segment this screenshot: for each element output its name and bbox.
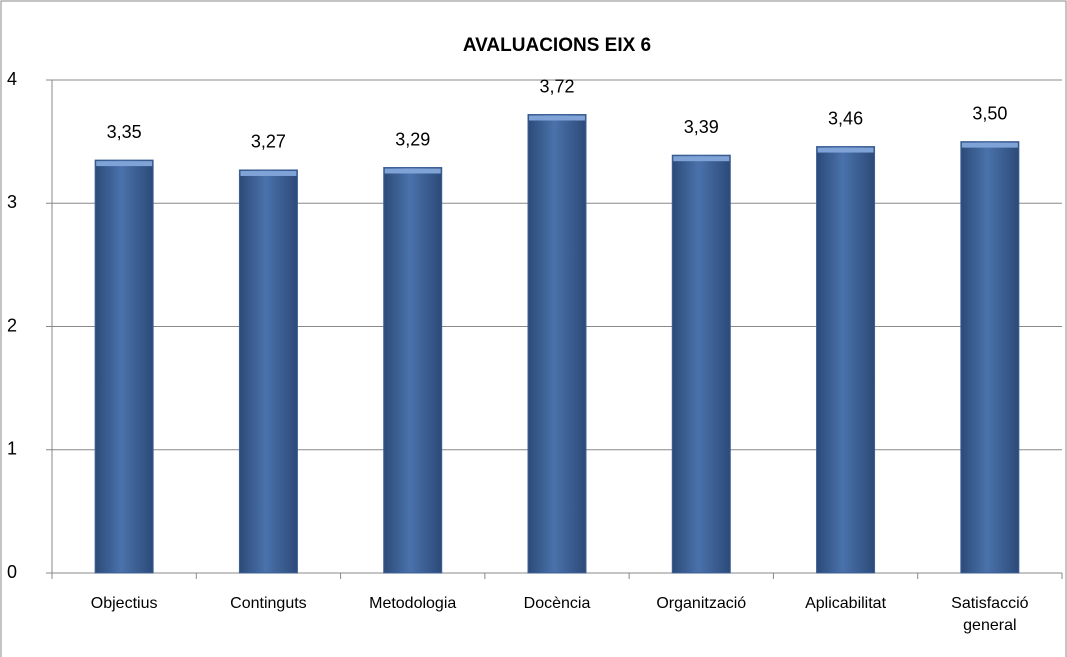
y-tick-label: 2 [7,315,17,335]
y-tick-label: 0 [7,562,17,582]
bar [238,169,298,574]
bar-cap [240,170,297,176]
value-label: 3,50 [972,103,1007,123]
x-tick-label: Aplicabilitat [805,595,887,612]
bar-cap [673,156,730,162]
x-tick-label: Organització [656,595,747,612]
value-label: 3,27 [251,132,286,152]
value-label: 3,35 [107,122,142,142]
bar-cap [817,147,874,153]
bar-cap [96,161,153,167]
bar [94,159,154,574]
chart-title: AVALUACIONS EIX 6 [463,35,651,56]
bar-cap [384,168,441,174]
value-label: 3,29 [395,129,430,149]
value-label: 3,72 [539,76,574,96]
value-label: 3,39 [684,117,719,137]
y-tick-label: 1 [7,439,17,459]
x-tick-label: Objectius [90,595,158,612]
y-tick-label: 4 [7,69,17,89]
bar [671,154,731,574]
bar [816,146,876,574]
bar [960,141,1020,574]
y-tick-label: 3 [7,192,17,212]
x-tick-label: Satisfacció general [951,595,1029,634]
bar-cap [529,115,585,121]
bar [527,114,587,574]
x-tick-label: Metodologia [369,595,457,612]
bar [383,167,443,574]
value-label: 3,46 [828,108,863,128]
bar-cap [961,142,1018,148]
x-tick-label: Continguts [230,595,307,612]
x-tick-label: Docència [523,595,591,612]
